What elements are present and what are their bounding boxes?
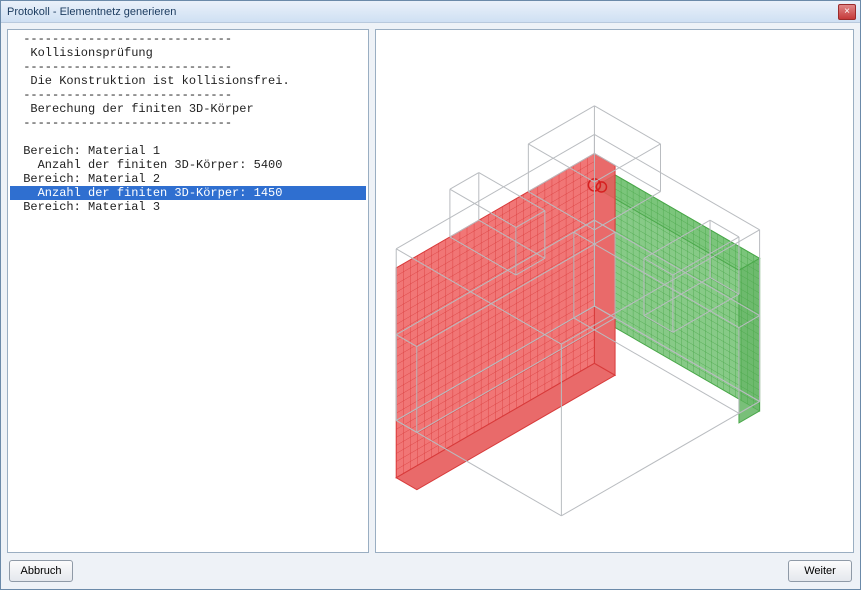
protocol-line[interactable]: Bereich: Material 1 [10, 144, 366, 158]
title-bar[interactable]: Protokoll - Elementnetz generieren × [1, 1, 860, 23]
protocol-line[interactable]: Anzahl der finiten 3D-Körper: 1450 [10, 186, 366, 200]
protocol-line[interactable]: ----------------------------- [10, 32, 366, 46]
protocol-line[interactable]: ----------------------------- [10, 88, 366, 102]
protocol-pane: ----------------------------- Kollisions… [7, 29, 369, 553]
viewport-3d[interactable] [376, 30, 853, 552]
protocol-line[interactable]: Bereich: Material 2 [10, 172, 366, 186]
dialog-window: Protokoll - Elementnetz generieren × ---… [0, 0, 861, 590]
protocol-line[interactable]: ----------------------------- [10, 116, 366, 130]
protocol-line[interactable]: Kollisionsprüfung [10, 46, 366, 60]
protocol-line[interactable]: Bereich: Material 3 [10, 200, 366, 214]
protocol-list[interactable]: ----------------------------- Kollisions… [8, 30, 368, 552]
viewport-pane[interactable] [375, 29, 854, 553]
protocol-line[interactable]: Anzahl der finiten 3D-Körper: 5400 [10, 158, 366, 172]
next-button[interactable]: Weiter [788, 560, 852, 582]
button-bar: Abbruch Weiter [1, 559, 860, 589]
protocol-line[interactable]: Berechung der finiten 3D-Körper [10, 102, 366, 116]
protocol-line[interactable]: Die Konstruktion ist kollisionsfrei. [10, 74, 366, 88]
window-title: Protokoll - Elementnetz generieren [5, 6, 838, 18]
content-area: ----------------------------- Kollisions… [1, 23, 860, 559]
close-icon[interactable]: × [838, 4, 856, 20]
protocol-line[interactable] [10, 130, 366, 144]
cancel-button[interactable]: Abbruch [9, 560, 73, 582]
protocol-line[interactable]: ----------------------------- [10, 60, 366, 74]
